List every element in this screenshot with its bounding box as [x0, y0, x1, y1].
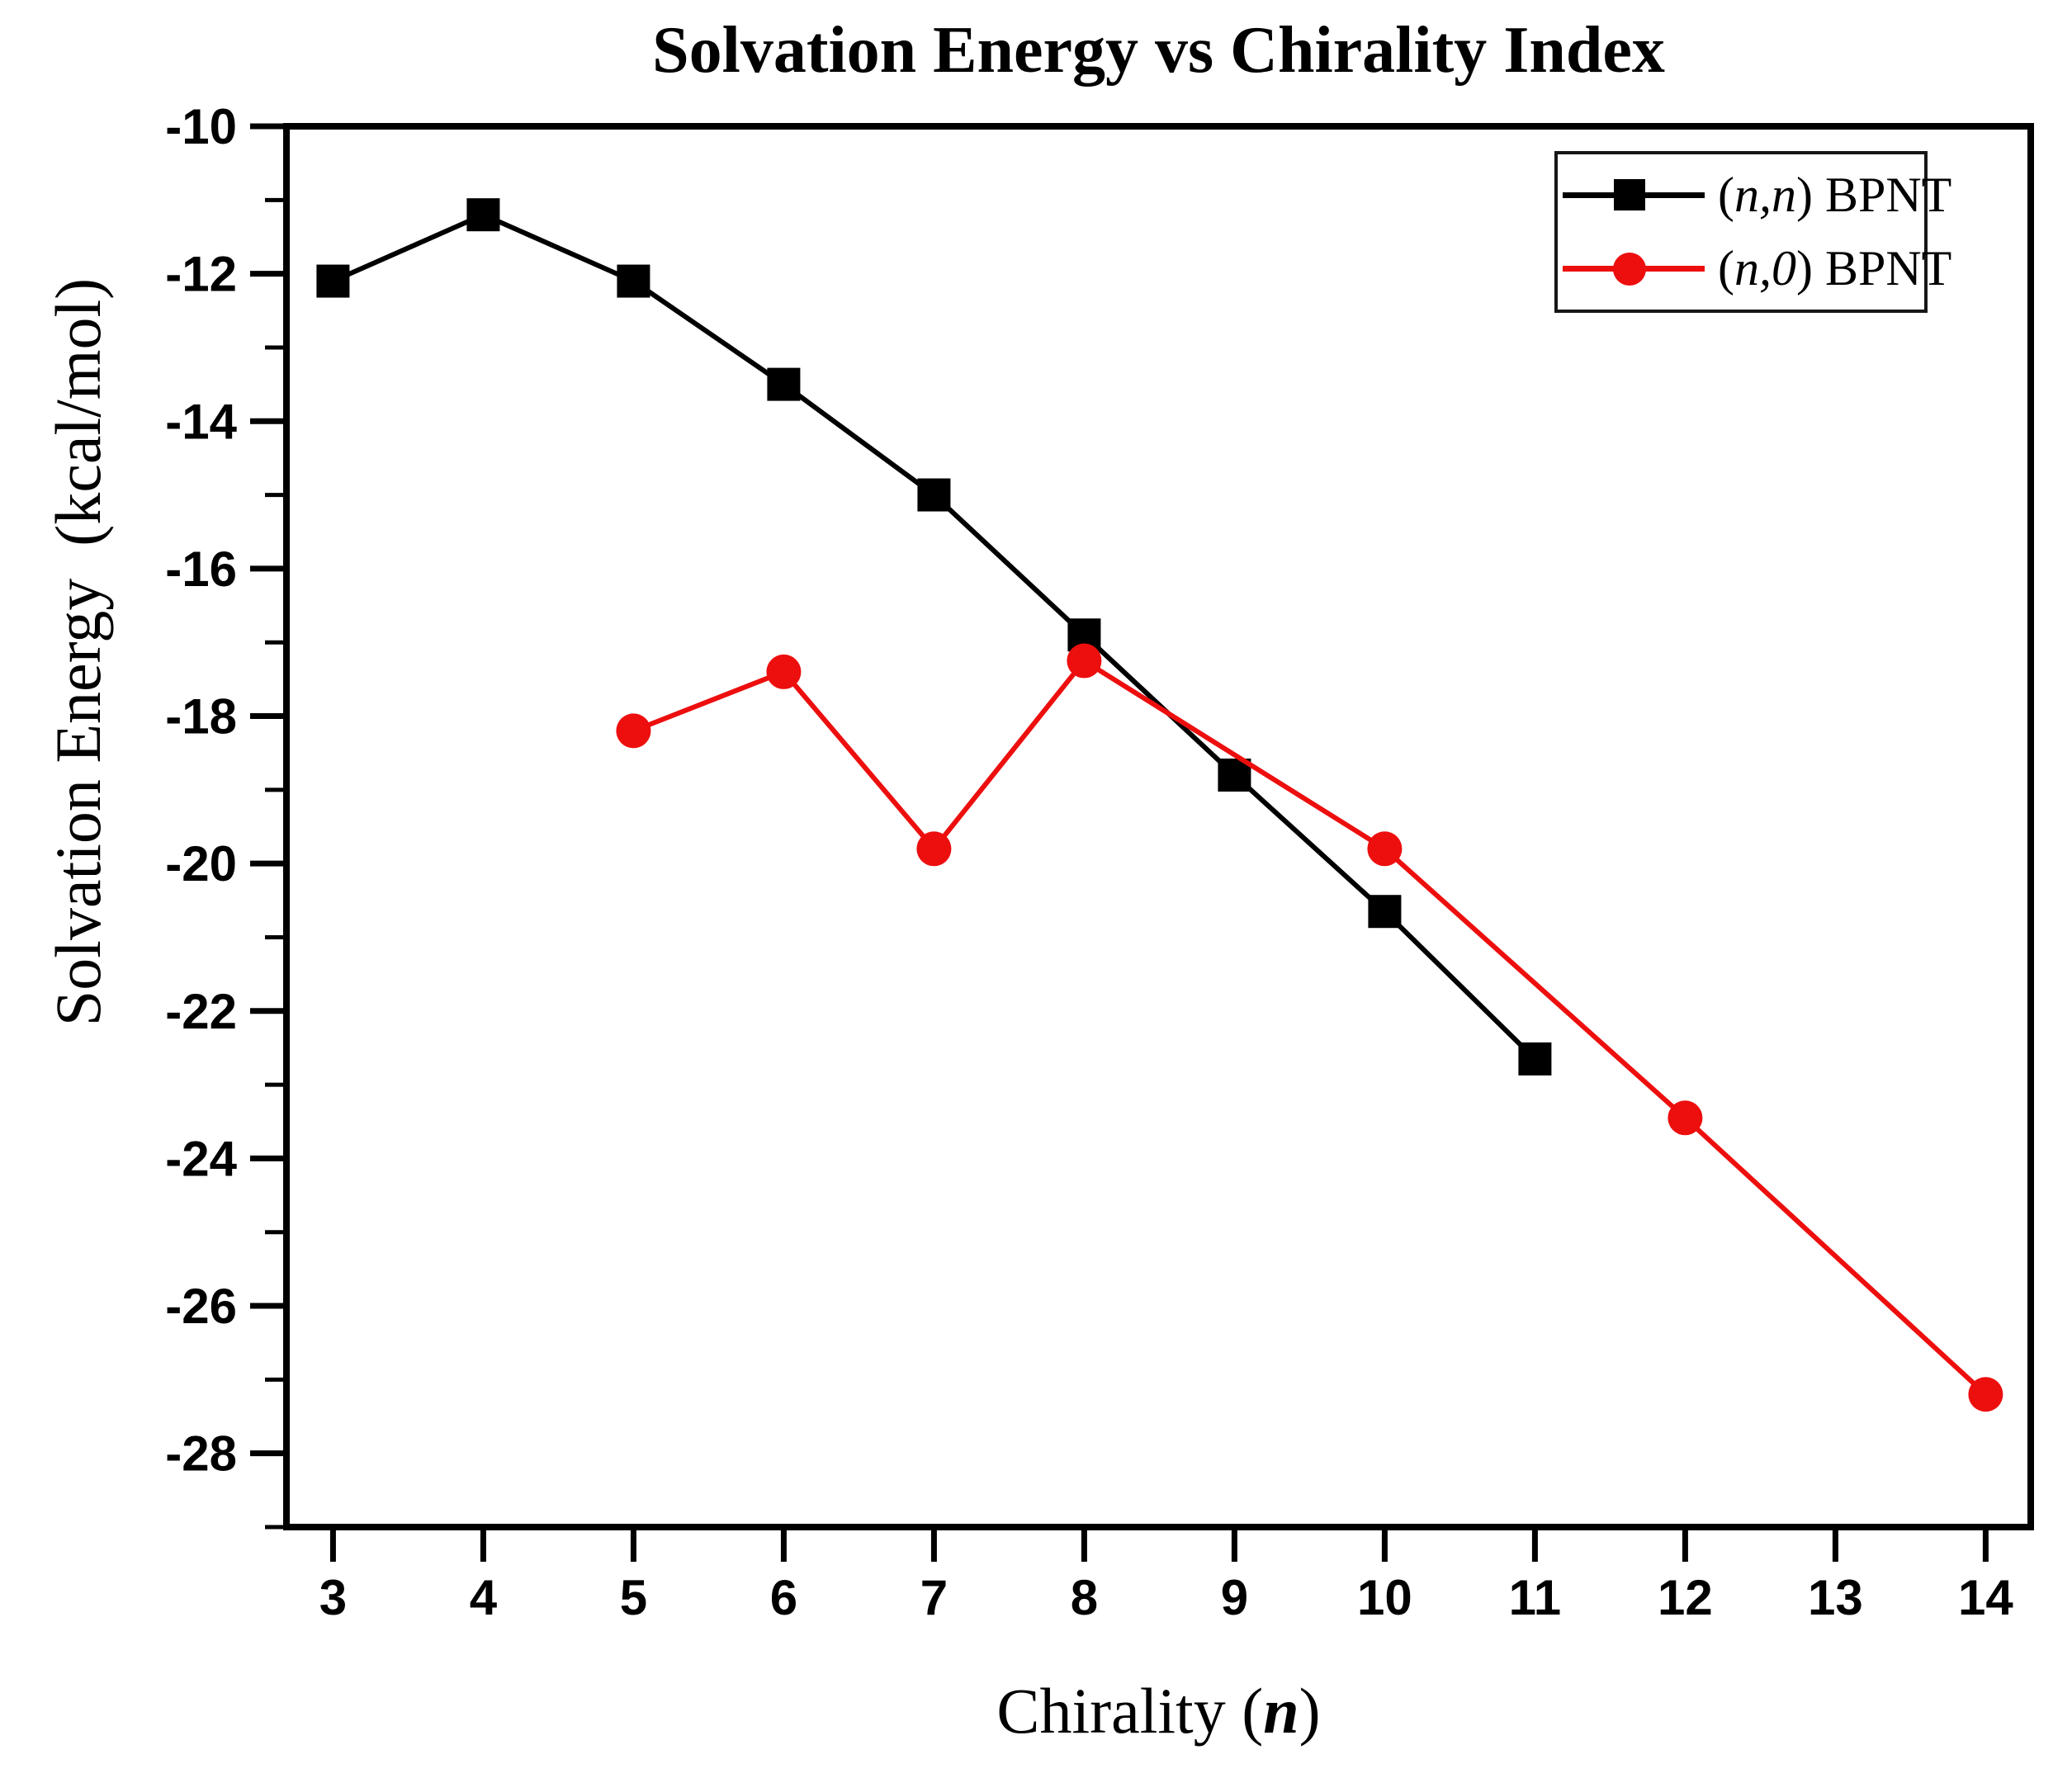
- data-point-circle: [766, 654, 802, 689]
- y-tick-label: -26: [165, 1279, 237, 1334]
- series-line: [632, 657, 1988, 1397]
- y-tick-label: -14: [165, 394, 237, 449]
- x-tick-label: 6: [770, 1570, 797, 1625]
- legend-label-nn: (n,n) BPNT: [1718, 167, 1951, 224]
- legend-label-n0-italic: n,0: [1734, 241, 1796, 296]
- legend-label-nn-post: ) BPNT: [1795, 167, 1952, 222]
- y-tick-label: -28: [165, 1426, 237, 1482]
- plot-frame: [283, 123, 2034, 1530]
- x-tick-label: 14: [1958, 1570, 2013, 1625]
- data-point-square: [617, 264, 650, 298]
- y-tick-label: -16: [165, 541, 237, 597]
- y-tick-label: -24: [165, 1131, 237, 1186]
- legend: (n,n) BPNT (n,0) BPNT: [1554, 151, 1951, 313]
- y-tick-label: -22: [165, 984, 237, 1039]
- chart-title: Solvation Energy vs Chirality Index: [652, 14, 1665, 87]
- y-tick-label: -18: [165, 689, 237, 745]
- x-tick-label: 8: [1071, 1570, 1098, 1625]
- legend-label-n0-post: ) BPNT: [1795, 241, 1952, 296]
- data-point-circle: [1067, 643, 1102, 679]
- data-point-circle: [1367, 831, 1403, 867]
- data-point-square: [1368, 895, 1402, 929]
- x-axis-title: Chirality (n): [286, 1674, 2031, 1748]
- data-point-square: [1518, 1042, 1552, 1076]
- x-tick-label: 3: [319, 1570, 347, 1625]
- x-axis-title-text: Chirality (: [996, 1675, 1264, 1747]
- data-point-circle: [1668, 1100, 1703, 1136]
- data-point-square: [917, 478, 951, 512]
- legend-label-nn-pre: (: [1718, 167, 1734, 222]
- data-point-square: [316, 264, 350, 298]
- legend-item-n0-bpnt: (n,0) BPNT: [1558, 236, 1951, 302]
- x-axis-title-italic-n: n: [1263, 1675, 1299, 1747]
- x-tick-label: 5: [620, 1570, 647, 1625]
- legend-sample-nn: [1563, 176, 1705, 214]
- legend-label-nn-italic: n,n: [1734, 167, 1796, 222]
- legend-label-n0: (n,0) BPNT: [1718, 240, 1951, 297]
- legend-item-nn-bpnt: (n,n) BPNT: [1558, 162, 1951, 228]
- x-tick-label: 4: [470, 1570, 498, 1625]
- y-tick-label: -20: [165, 836, 237, 891]
- data-point-circle: [616, 713, 651, 749]
- legend-circle-marker-icon: [1613, 252, 1646, 286]
- y-tick-label: -12: [165, 247, 237, 302]
- x-tick-label: 13: [1808, 1570, 1863, 1625]
- y-axis-title: Solvation Energy (kcal/mol): [42, 277, 114, 1027]
- series-line: [332, 211, 1537, 1061]
- y-tick-label: -10: [165, 99, 237, 154]
- legend-label-n0-pre: (: [1718, 241, 1734, 296]
- data-point-square: [466, 198, 500, 232]
- x-tick-label: 7: [920, 1570, 948, 1625]
- x-tick-label: 11: [1509, 1570, 1561, 1625]
- data-point-circle: [1968, 1377, 2003, 1412]
- x-axis-title-close: ): [1299, 1675, 1321, 1747]
- x-tick-label: 10: [1357, 1570, 1412, 1625]
- x-tick-label: 12: [1658, 1570, 1713, 1625]
- x-tick-label: 9: [1221, 1570, 1248, 1625]
- data-point-square: [767, 367, 801, 401]
- data-point-circle: [916, 831, 952, 867]
- legend-sample-n0: [1563, 250, 1705, 288]
- legend-square-marker-icon: [1614, 179, 1645, 211]
